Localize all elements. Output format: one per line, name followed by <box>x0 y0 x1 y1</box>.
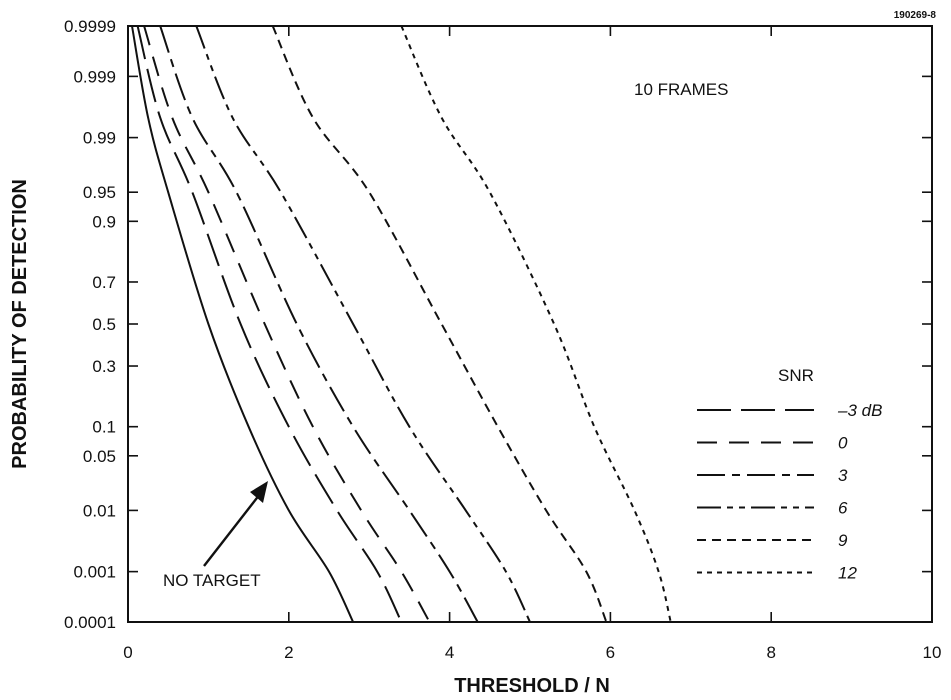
legend: SNR –3 dB 0 3 6 9 12 <box>697 366 882 583</box>
plot-frame <box>127 25 933 623</box>
frames-annotation: 10 FRAMES <box>634 80 728 99</box>
series-line-3 <box>159 25 479 623</box>
annotations: 10 FRAMES NO TARGET <box>163 80 728 590</box>
legend-label: 12 <box>838 564 857 583</box>
y-tick-label: 0.9 <box>92 212 116 231</box>
y-tick-label: 0.05 <box>83 447 116 466</box>
legend-label: 6 <box>838 499 848 518</box>
y-tick-label: 0.999 <box>73 67 116 86</box>
y-tick-label: 0.95 <box>83 183 116 202</box>
figure-id: 190269-8 <box>894 10 937 21</box>
x-axis: 0 2 4 6 8 10 <box>123 26 941 662</box>
y-tick-label: 0.7 <box>92 273 116 292</box>
y-axis: 0.0001 0.001 0.01 0.05 0.1 0.3 0.5 0.7 0.9 0.95 0.… <box>64 17 932 632</box>
x-tick-label: 8 <box>766 643 775 662</box>
y-tick-label: 0.3 <box>92 357 116 376</box>
y-tick-label: 0.01 <box>83 501 116 520</box>
series-lines <box>131 25 672 623</box>
x-tick-label: 4 <box>445 643 454 662</box>
y-tick-label: 0.0001 <box>64 613 116 632</box>
x-tick-label: 6 <box>606 643 615 662</box>
legend-label: –3 dB <box>837 401 882 420</box>
y-tick-label: 0.001 <box>73 563 116 582</box>
series-line-9 <box>271 25 608 623</box>
x-tick-label: 2 <box>284 643 293 662</box>
legend-title: SNR <box>778 366 814 385</box>
y-axis-title: PROBABILITY OF DETECTION <box>9 179 31 469</box>
y-tick-label: 0.99 <box>83 129 116 148</box>
y-tick-label: 0.9999 <box>64 17 116 36</box>
no-target-arrow-shaft <box>203 493 261 567</box>
series-line-no-target <box>131 25 355 623</box>
x-tick-label: 10 <box>923 643 942 662</box>
y-tick-label: 0.1 <box>92 418 116 437</box>
no-target-annotation: NO TARGET <box>163 571 261 590</box>
no-target-arrow-head <box>250 481 268 503</box>
x-axis-title: THRESHOLD / N <box>454 675 610 697</box>
legend-label: 3 <box>838 466 848 485</box>
series-line-6 <box>195 25 531 623</box>
series-line-0 <box>143 25 431 623</box>
series-line-12 <box>400 25 672 623</box>
legend-label: 0 <box>838 434 848 453</box>
series-line--3-db <box>136 25 403 623</box>
legend-label: 9 <box>838 531 848 550</box>
y-tick-label: 0.5 <box>92 315 116 334</box>
x-tick-label: 0 <box>123 643 132 662</box>
